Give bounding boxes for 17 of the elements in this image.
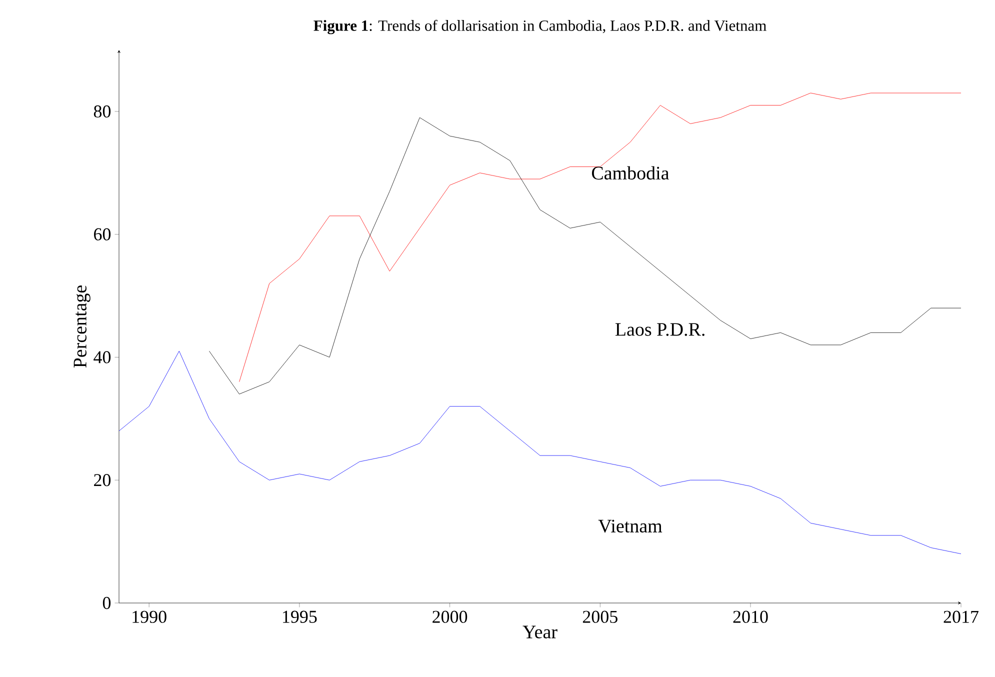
x-tick-label: 2000	[432, 610, 468, 623]
y-tick-label: 0	[102, 596, 111, 610]
x-axis-title: Year	[522, 626, 558, 638]
y-tick-label: 80	[94, 105, 111, 118]
x-tick-label: 2010	[733, 610, 768, 623]
series-label: Cambodia	[592, 166, 670, 180]
series-label: Laos P.D.R.	[615, 323, 704, 336]
chart-title: Figure 1: Trends of dollarisation in Cambodia, Laos P.D.R. and Vietnam	[314, 20, 766, 34]
x-tick-label: 2005	[582, 610, 618, 623]
x-tick-label: 1990	[132, 610, 166, 623]
x-tick-label: 2017	[944, 610, 978, 623]
series-label: Vietnam	[598, 520, 662, 533]
y-tick-label: 40	[94, 351, 111, 364]
x-tick-label: 1995	[283, 610, 317, 623]
y-tick-label: 20	[94, 474, 111, 486]
y-axis-title: Percentage	[74, 285, 90, 368]
y-tick-label: 60	[94, 228, 111, 240]
